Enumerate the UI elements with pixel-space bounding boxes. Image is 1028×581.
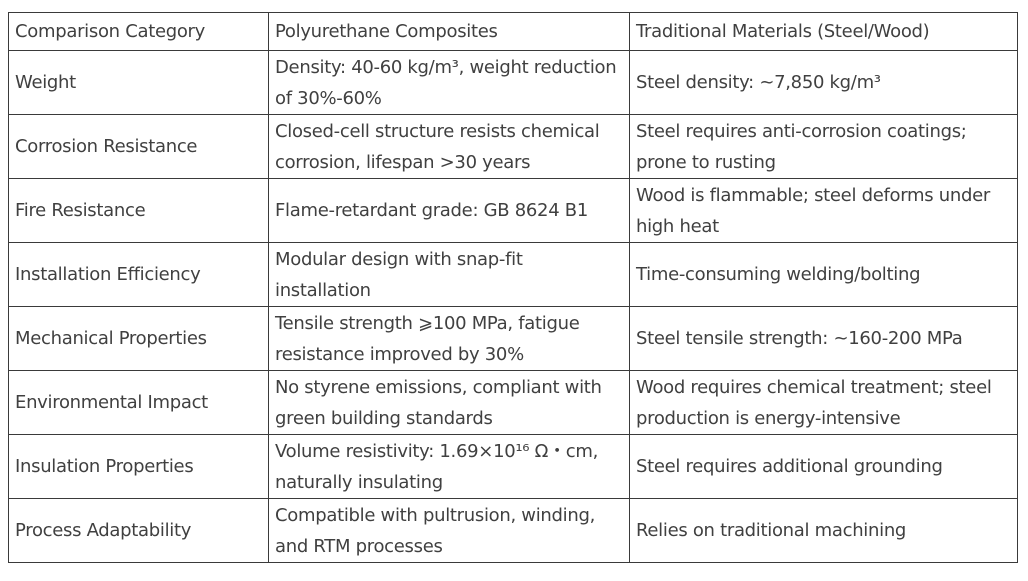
table-cell: Environmental Impact <box>8 370 269 435</box>
table-cell: Closed-cell structure resists chemical c… <box>268 114 630 179</box>
table-cell: Steel tensile strength: ~160-200 MPa <box>629 306 1018 371</box>
table-row: Fire Resistance Flame-retardant grade: GB… <box>8 178 1018 243</box>
table-cell: Fire Resistance <box>8 178 269 243</box>
header-cell: Traditional Materials (Steel/Wood) <box>629 12 1018 51</box>
table-cell: Installation Efficiency <box>8 242 269 307</box>
table-cell: Volume resistivity: 1.69×10¹⁶ Ω・cm, natu… <box>268 434 630 499</box>
table-cell: Time-consuming welding/bolting <box>629 242 1018 307</box>
header-cell: Polyurethane Composites <box>268 12 630 51</box>
table-cell: Steel density: ~7,850 kg/m³ <box>629 50 1018 115</box>
table-cell: Flame-retardant grade: GB 8624 B1 <box>268 178 630 243</box>
table-cell: Tensile strength ⩾100 MPa, fatigue resis… <box>268 306 630 371</box>
table-row: Corrosion Resistance Closed-cell structur… <box>8 114 1018 179</box>
table-cell: No styrene emissions, compliant with gre… <box>268 370 630 435</box>
table-cell: Wood is flammable; steel deforms under h… <box>629 178 1018 243</box>
table-cell: Weight <box>8 50 269 115</box>
table-cell: Relies on traditional machining <box>629 498 1018 563</box>
table-cell: Steel requires additional grounding <box>629 434 1018 499</box>
table-cell: Mechanical Properties <box>8 306 269 371</box>
table-cell: Modular design with snap-fit installatio… <box>268 242 630 307</box>
table-cell: Steel requires anti-corrosion coatings; … <box>629 114 1018 179</box>
table-row: Environmental Impact No styrene emissions… <box>8 370 1018 435</box>
table-cell: Process Adaptability <box>8 498 269 563</box>
table-row: Installation Efficiency Modular design wi… <box>8 242 1018 307</box>
header-cell: Comparison Category <box>8 12 269 51</box>
table-row: Process Adaptability Compatible with pult… <box>8 498 1018 563</box>
table-row: Weight Density: 40-60 kg/m³, weight reduc… <box>8 50 1018 115</box>
table-cell: Insulation Properties <box>8 434 269 499</box>
table-row: Insulation Properties Volume resistivity:… <box>8 434 1018 499</box>
table-cell: Compatible with pultrusion, winding, and… <box>268 498 630 563</box>
table-cell: Density: 40-60 kg/m³, weight reduction o… <box>268 50 630 115</box>
table-cell: Corrosion Resistance <box>8 114 269 179</box>
comparison-table: Comparison Category Polyurethane Composit… <box>8 12 1018 563</box>
table-cell: Wood requires chemical treatment; steel … <box>629 370 1018 435</box>
header-row: Comparison Category Polyurethane Composit… <box>8 12 1018 51</box>
table-body: Comparison Category Polyurethane Composit… <box>8 12 1018 563</box>
table-row: Mechanical Properties Tensile strength ⩾1… <box>8 306 1018 371</box>
